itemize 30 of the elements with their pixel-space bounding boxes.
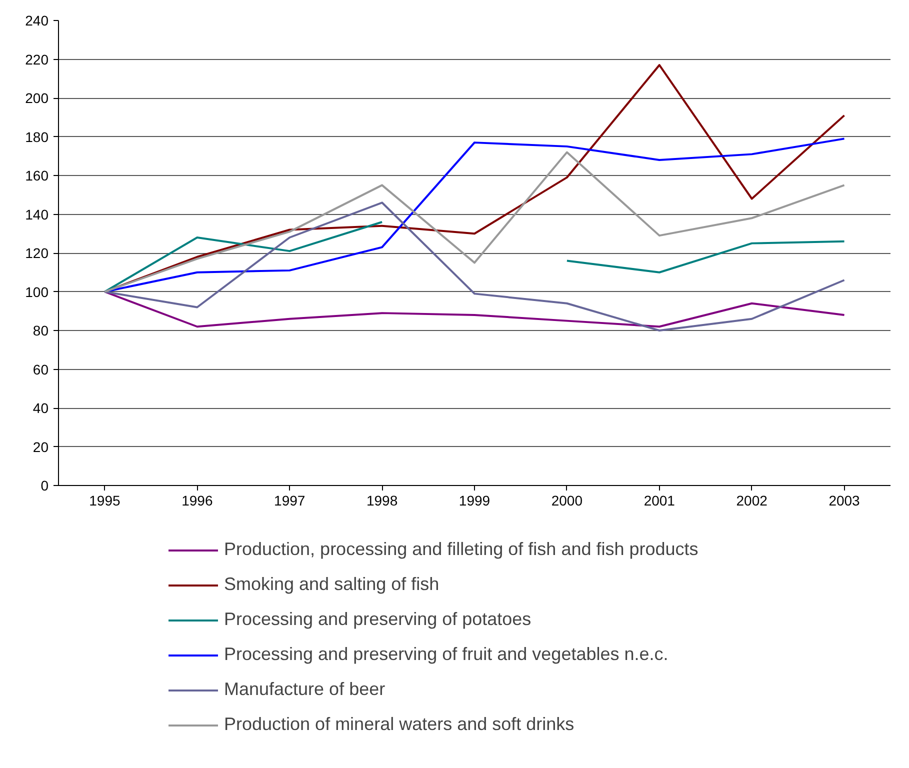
y-tick-label: 180 bbox=[25, 128, 49, 145]
y-tick-label: 0 bbox=[40, 478, 49, 494]
x-tick-label: 2002 bbox=[736, 492, 768, 508]
y-tick-label: 140 bbox=[25, 206, 49, 222]
legend-label: Processing and preserving of potatoes bbox=[224, 609, 532, 630]
x-tick-label: 1998 bbox=[366, 492, 398, 508]
y-tick-label: 60 bbox=[32, 361, 49, 378]
legend-label: Production, processing and filleting of fish and fish products bbox=[224, 539, 698, 560]
x-tick-label: 1997 bbox=[274, 492, 306, 508]
y-tick-label: 120 bbox=[25, 245, 49, 261]
y-tick-label: 20 bbox=[32, 438, 49, 455]
legend-label: Smoking and salting of fish bbox=[224, 574, 440, 595]
x-tick-label: 2000 bbox=[551, 492, 583, 508]
y-tick-label: 160 bbox=[25, 168, 49, 184]
x-tick-label: 1996 bbox=[182, 492, 213, 508]
x-tick-label: 1995 bbox=[89, 492, 121, 508]
line-series bbox=[104, 290, 846, 328]
legend-label: Processing and preserving of fruit and vegetables n.e.c. bbox=[224, 644, 668, 665]
y-tick-label: 80 bbox=[32, 322, 49, 338]
x-tick-label: 2001 bbox=[644, 492, 676, 508]
legend-label: Production of mineral waters and soft drinks bbox=[224, 714, 574, 735]
legend-label: Manufacture of beer bbox=[224, 679, 386, 700]
y-tick-label: 240 bbox=[25, 12, 49, 28]
line-series bbox=[104, 202, 846, 332]
y-tick-label: 100 bbox=[25, 284, 49, 300]
x-tick-label: 1999 bbox=[458, 492, 490, 508]
y-tick-label: 220 bbox=[25, 51, 49, 68]
y-tick-label: 40 bbox=[32, 400, 49, 416]
y-tick-label: 200 bbox=[25, 90, 49, 106]
x-tick-label: 2003 bbox=[828, 492, 860, 508]
